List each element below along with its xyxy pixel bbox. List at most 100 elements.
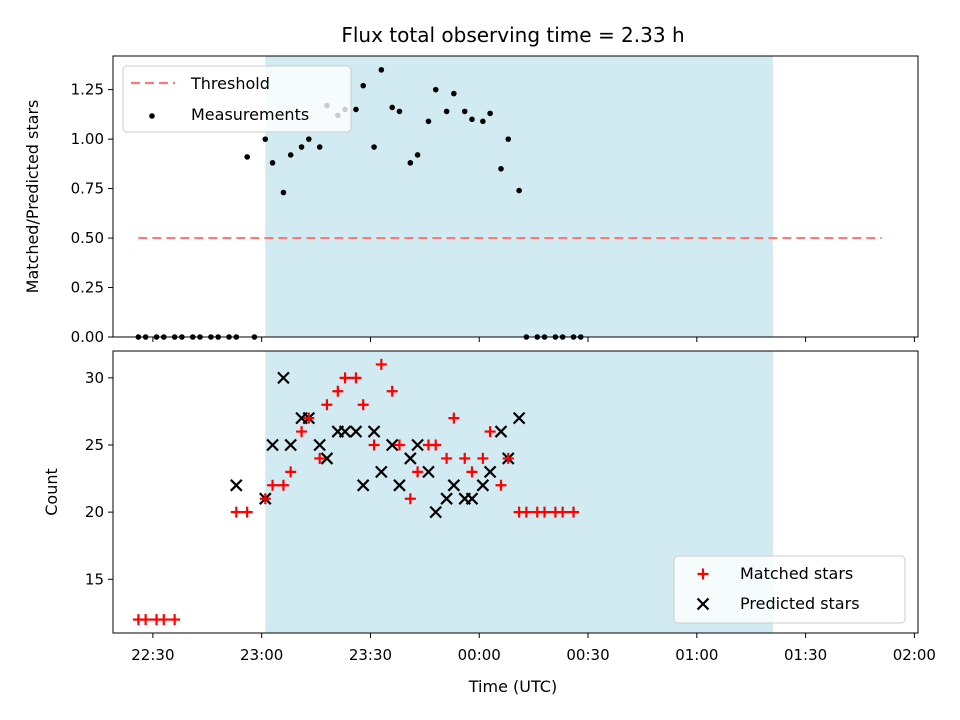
legend-threshold-label: Threshold [190, 74, 270, 93]
measurement-point [516, 187, 522, 194]
ratio-panel: 0.00 0.25 0.50 0.75 1.00 1.25 Matched/Predicte… [23, 55, 919, 346]
matched-star-point [158, 614, 170, 626]
predicted-star-point [483, 465, 497, 479]
legend-matched-swatch [697, 568, 709, 580]
y-tick-label: 20 [85, 503, 104, 521]
x-tick-label: 01:30 [784, 646, 827, 664]
measurement-point [469, 116, 475, 123]
matched-star-point [314, 452, 326, 464]
x-tick-label: 00:00 [458, 646, 501, 664]
matched-star-point [404, 493, 416, 505]
predicted-star-point [494, 425, 508, 438]
matched-star-point [520, 506, 532, 518]
predicted-star-point [429, 505, 443, 519]
matched-star-point [321, 399, 333, 411]
x-tick-label: 01:00 [675, 646, 718, 664]
matched-star-point [539, 506, 551, 518]
measurement-point [316, 144, 323, 150]
predicted-star-point [422, 465, 435, 479]
x-tick-label: 23:30 [349, 646, 392, 664]
predicted-star-point [266, 438, 279, 452]
x-tick-label: 23:00 [240, 646, 283, 664]
y-tick-label: 1.00 [71, 130, 104, 148]
measurement-point [353, 106, 359, 113]
measurement-point [461, 108, 468, 115]
matched-star-point [303, 412, 315, 424]
x-tick-label: 22:30 [131, 646, 174, 664]
predicted-star-point [349, 425, 363, 438]
measurement-point [487, 110, 493, 117]
matched-star-point [230, 506, 242, 518]
measurement-point [306, 136, 312, 142]
measurement-point [414, 152, 421, 158]
legend-measurement-label: Measurements [191, 105, 309, 124]
y-tick-label: 15 [85, 570, 104, 588]
matched-star-point [285, 466, 297, 478]
predicted-star-point [338, 425, 352, 438]
matched-star-point [140, 614, 152, 626]
matched-star-point [448, 412, 460, 424]
legend-predicted-swatch [696, 597, 710, 611]
predicted-star-point [277, 371, 290, 385]
predicted-star-point [440, 492, 453, 505]
count-panel: 15 20 25 30 22:30 23:00 23:30 00:00 00:30 01:00 01… [42, 350, 936, 664]
x-tick-label: 02:00 [893, 646, 936, 664]
predicted-star-point [320, 452, 334, 465]
legend-box [122, 65, 352, 133]
plot-frame [112, 350, 919, 634]
y-tick-label: 0.25 [71, 279, 104, 297]
legend-predicted-label: Predicted stars [740, 594, 860, 613]
measurement-point [378, 67, 385, 73]
matched-star-point [441, 452, 453, 464]
y-tick-label: 0.50 [71, 229, 104, 247]
plot-frame [112, 55, 919, 338]
measurement-point [244, 154, 250, 160]
predicted-star-point [356, 479, 370, 492]
measurement-point [298, 144, 305, 150]
matched-star-point [267, 479, 279, 491]
matched-star-point [241, 506, 253, 518]
matched-star-point [412, 466, 424, 478]
matched-star-point [495, 479, 507, 491]
measurement-point [269, 160, 276, 166]
measurement-point [498, 165, 504, 172]
measurement-point [425, 118, 432, 125]
y-tick-label: 0.75 [71, 180, 104, 198]
measurement-point [360, 82, 367, 89]
predicted-star-point [465, 492, 479, 505]
matched-star-point [393, 439, 405, 451]
matched-star-point [430, 439, 442, 451]
predicted-star-point [385, 438, 399, 452]
matched-star-point [484, 426, 496, 438]
x-axis-label: Time (UTC) [468, 677, 557, 696]
legend-measurement-swatch [149, 113, 155, 119]
predicted-star-point [447, 479, 461, 492]
matched-star-point [557, 506, 569, 518]
matched-star-point [459, 452, 471, 464]
y-axis-label: Matched/Predicted stars [23, 100, 42, 294]
figure-title: Flux total observing time = 2.33 h [341, 23, 684, 47]
measurement-point [287, 152, 294, 158]
matched-star-point [368, 439, 380, 451]
measurement-point [480, 118, 486, 125]
predicted-star-point [284, 438, 297, 452]
predicted-star-point [375, 465, 388, 479]
matched-star-point [568, 506, 580, 518]
matched-star-point [339, 372, 351, 384]
legend-box [673, 555, 906, 624]
measurement-point [371, 144, 377, 150]
predicted-star-point [393, 479, 406, 492]
matched-star-point [259, 493, 271, 505]
predicted-star-point [411, 438, 424, 452]
legend: Matched stars Predicted stars [673, 555, 906, 624]
measurement-point [389, 104, 396, 111]
y-tick-label: 30 [85, 369, 104, 387]
predicted-star-point [230, 479, 243, 492]
predicted-star-point [512, 411, 526, 425]
y-tick-label: 0.00 [71, 328, 104, 346]
measurement-point [396, 108, 403, 115]
matched-star-point [375, 358, 387, 370]
y-axis-label: Count [42, 468, 61, 516]
measurement-point [407, 160, 414, 166]
